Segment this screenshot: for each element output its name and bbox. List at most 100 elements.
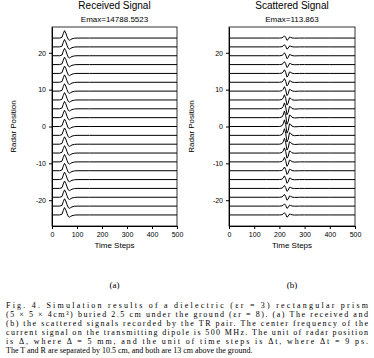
trace xyxy=(229,79,355,86)
trace xyxy=(52,75,177,85)
y-tick-label: 20 xyxy=(215,50,223,57)
trace xyxy=(229,70,355,77)
trace xyxy=(52,146,177,156)
y-tick-mark xyxy=(226,200,229,201)
x-tick-label: 500 xyxy=(172,231,184,238)
x-tick: 300 xyxy=(122,226,134,238)
y-tick-mark xyxy=(49,200,52,201)
plot-frame xyxy=(229,27,355,226)
trace xyxy=(229,36,355,40)
x-tick-label: 0 xyxy=(228,231,232,238)
x-tick-label: 100 xyxy=(72,231,84,238)
x-tick-mark xyxy=(177,226,178,229)
x-tick: 500 xyxy=(350,226,362,238)
caption-line: The T and R are separated by 10.5 cm, an… xyxy=(6,346,253,355)
y-tick-label: 0 xyxy=(42,123,46,130)
x-tick: 400 xyxy=(147,226,159,238)
caption-line: is Δ, where Δ = 5 mm, and the unit of ti… xyxy=(6,337,368,346)
x-tick: 400 xyxy=(324,226,336,238)
figure: Received SignalEmax=14788.55230100200300… xyxy=(0,0,374,358)
y-tick-label: 20 xyxy=(38,50,46,57)
y-tick-label: -10 xyxy=(213,160,223,167)
trace xyxy=(52,84,177,94)
y-tick: -20 xyxy=(36,197,52,204)
x-tick-mark xyxy=(279,226,280,229)
x-tick-mark xyxy=(305,226,306,229)
y-tick: -10 xyxy=(36,160,52,167)
trace xyxy=(229,213,355,217)
trace xyxy=(229,129,355,142)
trace xyxy=(229,120,355,133)
trace xyxy=(229,62,355,68)
y-tick-mark xyxy=(226,53,229,54)
x-tick: 100 xyxy=(72,226,84,238)
y-axis-line xyxy=(229,28,230,227)
trace xyxy=(229,95,355,105)
caption-line: Fig. 4. Simulation results of a dielectr… xyxy=(6,301,369,310)
y-axis-line xyxy=(52,28,53,227)
trace xyxy=(229,103,355,115)
trace xyxy=(52,190,177,200)
x-tick-label: 200 xyxy=(274,231,286,238)
y-tick: 10 xyxy=(38,86,52,93)
x-tick-label: 300 xyxy=(122,231,134,238)
x-tick-mark xyxy=(77,226,78,229)
trace xyxy=(52,110,177,120)
trace xyxy=(52,172,177,182)
y-tick-label: 0 xyxy=(219,123,223,130)
x-axis: 0 100 200 300 400 500 xyxy=(228,226,362,238)
x-tick-mark xyxy=(330,226,331,229)
x-tick: 300 xyxy=(299,226,311,238)
x-tick-label: 200 xyxy=(97,231,109,238)
panel-label: (b) xyxy=(287,280,298,290)
trace xyxy=(52,31,177,41)
trace xyxy=(52,119,177,129)
y-tick: 0 xyxy=(219,123,229,130)
y-tick-label: -20 xyxy=(36,197,46,204)
x-tick: 100 xyxy=(249,226,261,238)
title: Scattered Signal xyxy=(255,0,328,11)
y-tick: 20 xyxy=(215,50,229,57)
x-tick-mark xyxy=(355,226,356,229)
y-tick-mark xyxy=(49,163,52,164)
x-tick: 200 xyxy=(274,226,286,238)
x-tick-mark xyxy=(127,226,128,229)
traces xyxy=(52,31,177,217)
trace xyxy=(229,138,355,150)
x-axis-title: Time Steps xyxy=(94,241,134,250)
x-tick: 0 xyxy=(228,226,232,238)
y-tick-mark xyxy=(49,53,52,54)
y-axis: -20 -10 0 10 20 xyxy=(36,28,53,227)
y-tick: -10 xyxy=(213,160,229,167)
y-tick-label: -10 xyxy=(36,160,46,167)
caption-line: (b) the scattered signals recorded by th… xyxy=(6,319,368,328)
caption: Fig. 4. Simulation results of a dielectr… xyxy=(6,301,369,355)
y-tick-mark xyxy=(49,90,52,91)
x-tick: 200 xyxy=(97,226,109,238)
trace xyxy=(52,93,177,103)
y-tick: -20 xyxy=(213,197,229,204)
panel: Scattered SignalEmax=113.863010020030040… xyxy=(187,0,361,290)
x-tick-label: 0 xyxy=(51,231,55,238)
y-tick: 0 xyxy=(42,123,52,130)
y-axis-title: Radar Position xyxy=(9,100,18,152)
panel: Received SignalEmax=14788.55230100200300… xyxy=(9,0,183,290)
x-axis-title: Time Steps xyxy=(272,241,312,250)
x-tick-label: 400 xyxy=(324,231,336,238)
traces xyxy=(229,36,355,217)
x-axis-line xyxy=(53,226,178,227)
trace xyxy=(52,208,177,218)
trace xyxy=(229,167,355,174)
title: Received Signal xyxy=(78,0,150,11)
x-axis-line xyxy=(230,226,356,227)
x-tick-label: 300 xyxy=(299,231,311,238)
annotation: Emax=113.863 xyxy=(265,15,319,24)
trace xyxy=(229,157,355,166)
trace xyxy=(229,45,355,49)
caption-line: current signal on the transmitting dipol… xyxy=(6,328,368,337)
x-tick-label: 100 xyxy=(249,231,261,238)
trace xyxy=(52,137,177,147)
trace xyxy=(52,199,177,209)
trace xyxy=(229,148,355,158)
trace xyxy=(229,53,355,59)
